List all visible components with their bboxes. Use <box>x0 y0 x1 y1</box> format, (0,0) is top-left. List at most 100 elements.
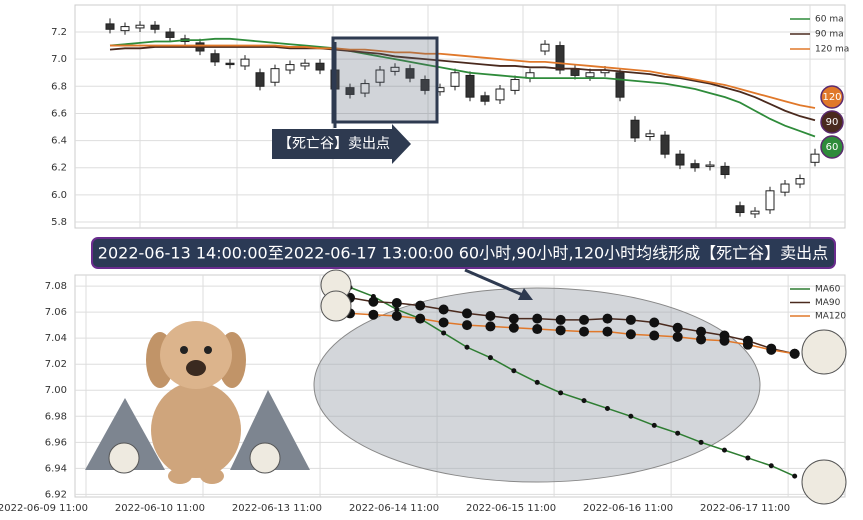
decoration-front: 【死亡谷】卖出点 2022-06-13 14:00:00至2022-06-17 … <box>85 36 847 505</box>
legend-label: MA60 <box>815 285 841 295</box>
ma-point <box>462 320 473 331</box>
ma-point <box>441 330 447 336</box>
ma-point <box>508 313 519 324</box>
candle-body <box>375 69 385 83</box>
x-tick-label: 2022-06-15 11:00 <box>466 503 556 514</box>
ma-point <box>485 321 496 332</box>
legend-label: 120 ma <box>815 45 849 55</box>
y-tick-label: 6.0 <box>51 190 67 201</box>
y-tick-label: 7.02 <box>45 359 67 370</box>
ma-badge <box>820 85 844 109</box>
rock <box>85 398 165 470</box>
ma-point <box>698 439 704 445</box>
candle-body <box>495 88 505 101</box>
y-tick-label: 7.0 <box>51 54 67 65</box>
candle-body <box>735 205 745 214</box>
x-tick-label: 2022-06-16 11:00 <box>583 503 673 514</box>
highlight-box <box>331 36 439 124</box>
candle-body <box>810 153 820 163</box>
ma-badge <box>820 110 844 134</box>
candle-body <box>540 43 550 52</box>
banner-box <box>91 237 836 269</box>
ma-point <box>672 322 683 333</box>
candle-body <box>795 178 805 185</box>
plot-area <box>74 4 846 229</box>
candle-body <box>315 62 325 71</box>
ma-point <box>651 422 657 428</box>
ma-point <box>579 314 590 325</box>
ma-point <box>508 322 519 333</box>
candle-body <box>135 24 145 29</box>
skull <box>801 329 847 375</box>
ma-point <box>649 330 660 341</box>
y-tick-label: 6.4 <box>51 136 67 147</box>
ma-point <box>696 334 707 345</box>
ma-point <box>534 379 540 385</box>
ma-point <box>745 455 751 461</box>
candle-body <box>255 72 265 87</box>
dog-nose <box>186 360 206 376</box>
candle-body <box>165 31 175 38</box>
ma-point <box>672 331 683 342</box>
ma-point <box>628 413 634 419</box>
y-tick-label: 7.00 <box>45 385 67 396</box>
candle-body <box>240 58 250 67</box>
skull <box>320 290 352 322</box>
ma-point <box>368 296 379 307</box>
candle-body <box>120 26 130 32</box>
ma-point <box>485 311 496 322</box>
annotation-arrow <box>272 124 411 164</box>
ma-point <box>368 309 379 320</box>
y-tick-label: 6.98 <box>45 411 67 422</box>
x-tick-label: 2022-06-13 11:00 <box>232 503 322 514</box>
skull <box>801 459 847 505</box>
candle-body <box>765 190 775 211</box>
legend-label: MA120 <box>815 312 846 322</box>
candle-body <box>225 62 235 66</box>
ma-point <box>696 326 707 337</box>
ma-point <box>438 304 449 315</box>
candle-body <box>300 62 310 67</box>
banner-arrow <box>464 268 526 298</box>
ma-point <box>602 313 613 324</box>
y-tick-label: 6.96 <box>45 437 67 448</box>
candle-body <box>615 72 625 98</box>
candle-body <box>780 183 790 193</box>
x-tick-label: 2022-06-09 11:00 <box>0 503 88 514</box>
candle-body <box>705 164 715 167</box>
ma-point <box>464 344 470 350</box>
legend-label: MA90 <box>815 298 841 308</box>
ma-point <box>511 368 517 374</box>
ma-point <box>391 311 402 322</box>
dog-paw <box>200 468 224 484</box>
ma-badge-label: 60 <box>826 142 839 153</box>
dog-paw <box>168 468 192 484</box>
y-tick-label: 7.2 <box>51 27 67 38</box>
candle-body <box>465 74 475 98</box>
candle-body <box>510 79 520 91</box>
ma-point <box>625 329 636 340</box>
candle-body <box>390 66 400 72</box>
y-tick-label: 7.06 <box>45 307 67 318</box>
y-tick-label: 7.08 <box>45 281 67 292</box>
candle-body <box>285 64 295 71</box>
ma-badge-label: 90 <box>826 117 839 128</box>
candle-body <box>270 68 280 83</box>
y-tick-label: 5.8 <box>51 217 67 228</box>
banner-arrowhead <box>518 288 533 300</box>
ma-point <box>555 314 566 325</box>
x-tick-label: 2022-06-17 11:00 <box>700 503 790 514</box>
candle-body <box>480 95 490 102</box>
annotation: 【死亡谷】卖出点 <box>278 136 390 152</box>
y-tick-label: 7.04 <box>45 333 67 344</box>
candle-body <box>675 153 685 166</box>
dog-eye <box>180 346 188 354</box>
y-tick-label: 6.2 <box>51 163 67 174</box>
dog-head <box>160 321 232 389</box>
candle-body <box>405 68 415 79</box>
y-tick-label: 6.92 <box>45 489 67 500</box>
candle-body <box>720 165 730 176</box>
ma-point <box>415 313 426 324</box>
